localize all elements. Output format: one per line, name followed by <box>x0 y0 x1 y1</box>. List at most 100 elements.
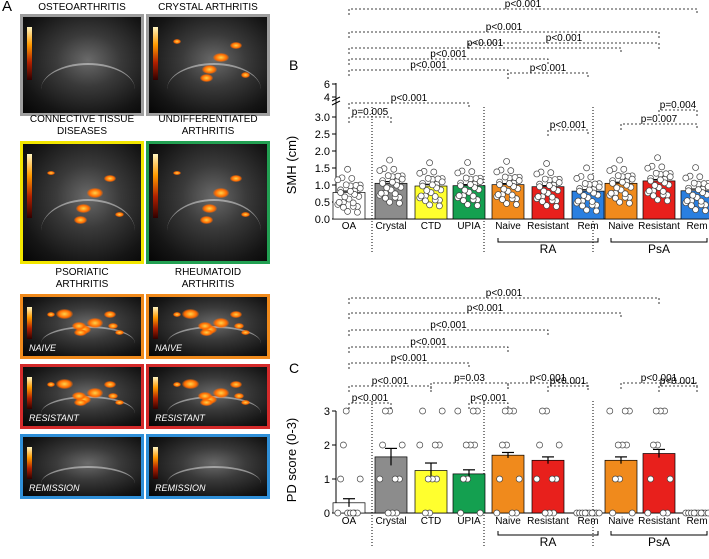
p-value-label: p<0.001 <box>430 49 467 60</box>
p-value-label: p<0.001 <box>467 303 504 314</box>
bar-resistant <box>531 186 565 220</box>
data-point <box>515 173 523 181</box>
doppler-signal <box>230 41 243 49</box>
doppler-signal <box>87 188 104 198</box>
doppler-signal <box>199 216 213 224</box>
data-point <box>508 191 516 199</box>
doppler-signal <box>56 379 74 390</box>
data-point <box>422 197 429 205</box>
data-point <box>543 202 550 209</box>
data-point <box>344 165 351 173</box>
doppler-signal <box>199 398 213 407</box>
data-point <box>612 194 619 202</box>
data-point <box>685 187 692 195</box>
doppler-signal <box>241 330 251 336</box>
data-point <box>351 187 358 195</box>
data-point <box>510 407 517 415</box>
data-point <box>511 174 519 181</box>
image-caption: REMISSION <box>29 483 80 493</box>
data-point <box>416 169 424 177</box>
axis-break <box>331 100 341 106</box>
data-point <box>593 201 600 209</box>
data-point <box>614 441 622 449</box>
ultrasound-image-crystal <box>146 14 270 116</box>
p-value-label: p=0.03 <box>454 373 485 384</box>
data-point <box>464 475 471 483</box>
data-point <box>595 509 603 517</box>
y-tick-label: 6 <box>324 79 330 91</box>
significance-bracket <box>620 123 698 130</box>
data-point <box>617 186 625 194</box>
data-point <box>499 441 506 449</box>
y-tick-label: 1.0 <box>315 180 330 192</box>
bar-naive <box>604 459 638 514</box>
doppler-signal <box>56 309 74 320</box>
doppler-signal <box>173 382 182 387</box>
data-point <box>574 197 582 205</box>
x-tick-label: Rem <box>577 221 598 232</box>
data-point <box>422 192 429 200</box>
x-tick-label: CTD <box>421 516 442 527</box>
data-point <box>351 509 358 517</box>
y-tick-label: 2.5 <box>315 129 330 141</box>
data-point <box>394 172 402 180</box>
data-point <box>349 203 357 210</box>
doppler-signal <box>230 174 243 183</box>
doppler-signal <box>115 211 125 218</box>
data-point <box>458 167 466 175</box>
y-tick-label: 0.5 <box>315 197 330 209</box>
data-point <box>685 509 692 517</box>
data-point <box>436 441 443 449</box>
x-tick-label: UPIA <box>457 221 481 232</box>
data-point <box>356 181 364 189</box>
data-point <box>657 170 664 178</box>
data-point <box>657 176 664 184</box>
image-title: UNDIFFERENTIATED ARTHRITIS <box>158 114 258 137</box>
bar-resistant <box>642 180 676 220</box>
data-point <box>659 187 667 195</box>
doppler-signal <box>197 321 212 331</box>
bar-rem <box>571 190 605 220</box>
data-point <box>593 509 600 517</box>
group-bracket <box>610 238 708 243</box>
data-point <box>548 475 556 483</box>
data-point <box>610 165 618 172</box>
data-point <box>461 186 469 194</box>
data-point <box>476 174 484 182</box>
data-point <box>537 168 545 176</box>
group-bracket <box>497 531 599 536</box>
data-point <box>515 177 523 184</box>
y-tick-label: 0 <box>324 508 330 520</box>
doppler-signal <box>87 388 104 398</box>
p-value-label: p<0.001 <box>486 288 523 299</box>
data-point <box>497 166 505 174</box>
data-point <box>704 183 709 190</box>
data-point <box>693 194 701 201</box>
data-point <box>503 441 510 449</box>
data-point <box>337 186 344 194</box>
data-point <box>700 180 708 187</box>
group-bracket <box>610 531 708 536</box>
data-point <box>469 192 477 200</box>
x-tick-label: Resistant <box>527 516 569 527</box>
data-point <box>438 407 446 415</box>
data-point <box>342 181 350 189</box>
data-point <box>468 168 476 175</box>
doppler-signal <box>173 312 182 317</box>
data-point <box>396 475 403 483</box>
doppler-signal <box>87 318 104 328</box>
data-point <box>391 475 399 483</box>
data-point <box>623 178 630 186</box>
doppler-signal <box>201 65 217 75</box>
data-point <box>536 441 543 449</box>
data-point <box>337 475 344 483</box>
data-point <box>662 170 670 178</box>
data-point <box>340 199 347 206</box>
data-point <box>686 172 694 180</box>
data-point <box>689 191 697 199</box>
bar-upia <box>452 473 486 514</box>
data-point <box>493 193 501 200</box>
image-title: PSORIATIC ARTHRITIS <box>55 267 109 290</box>
data-point <box>338 174 346 182</box>
p-value-label: p<0.001 <box>430 320 467 331</box>
